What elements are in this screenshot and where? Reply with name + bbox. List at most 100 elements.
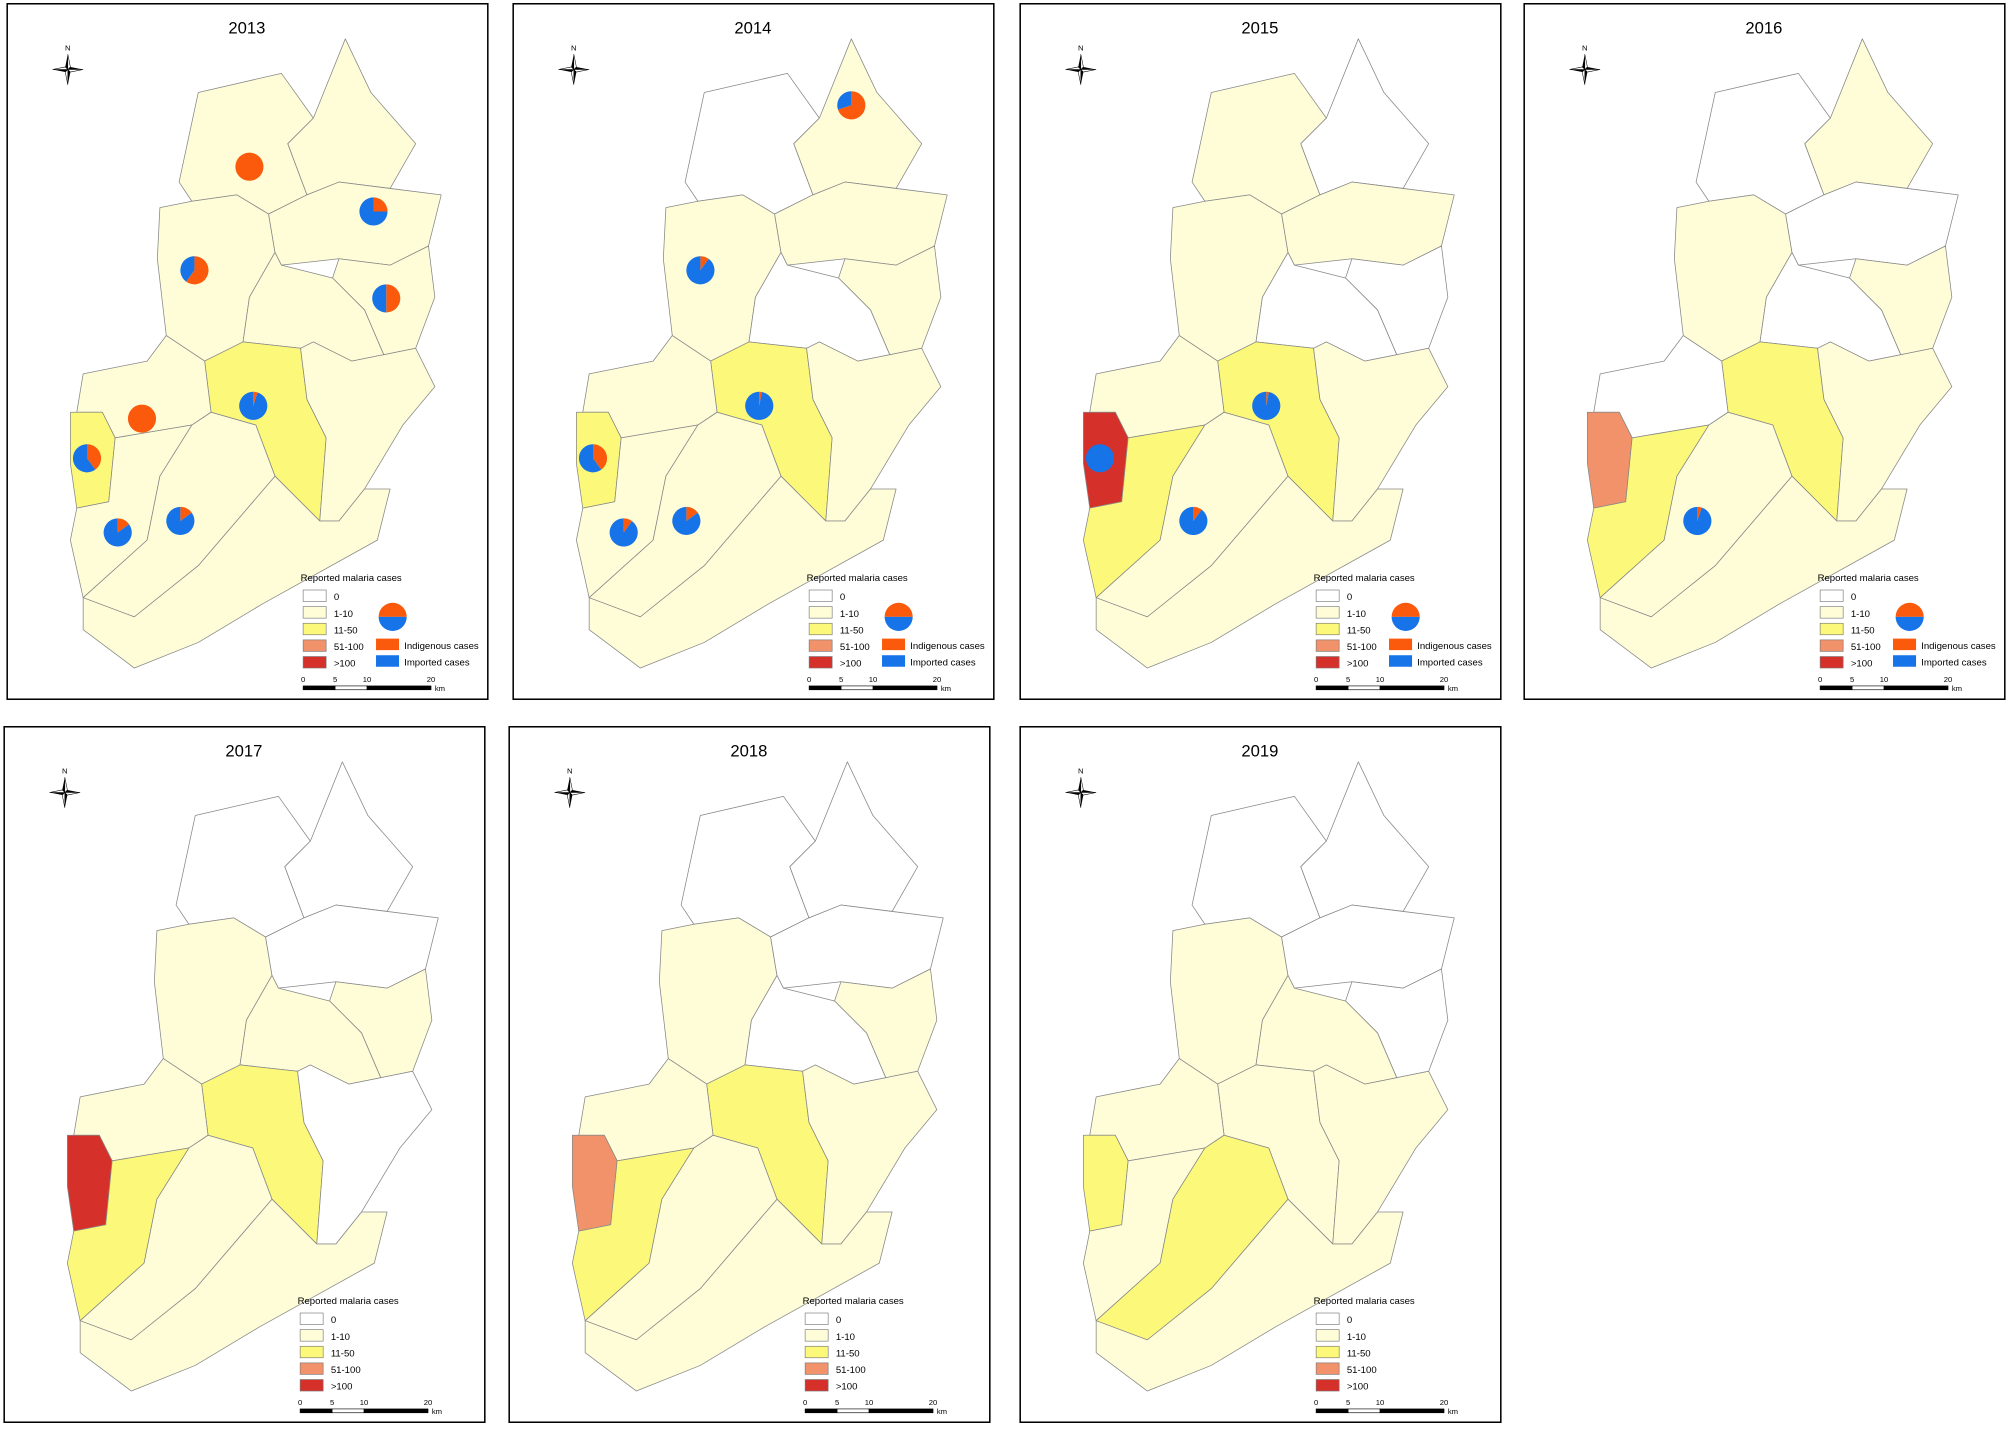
- pie-imported: [72, 444, 96, 473]
- legend-swatch: [299, 1379, 324, 1392]
- legend-swatch: [302, 606, 327, 619]
- legend-pie-label: Imported cases: [404, 657, 470, 668]
- township: [1082, 1134, 1129, 1232]
- legend-pie-top: [1391, 602, 1420, 617]
- map-panel: 2017 N Reported malaria cases 0 1-10 11-50 51-…: [3, 726, 486, 1423]
- north-arrow: N: [49, 766, 81, 808]
- township: [1313, 1064, 1449, 1245]
- pie: [837, 91, 866, 120]
- scale-label: 5: [839, 675, 843, 684]
- scale-label: 0: [1818, 675, 1822, 684]
- map-panel: 2018 N Reported malaria cases 0 1-10 11-50 51-…: [508, 726, 991, 1423]
- panel-title: 2016: [1745, 19, 1782, 38]
- scale-label: 10: [1376, 675, 1385, 684]
- map: 2015 N Reported malaria cases 0 1-10 11-50 51-…: [1019, 3, 1502, 700]
- legend-swatch: [804, 1312, 829, 1325]
- scale-label: 20: [1944, 675, 1953, 684]
- legend-pie-swatch: [1389, 655, 1413, 667]
- legend-title: Reported malaria cases: [1818, 573, 1919, 584]
- map: 2018 N Reported malaria cases 0 1-10 11-50 51-…: [508, 726, 991, 1423]
- legend-label: >100: [334, 659, 356, 670]
- north-label: N: [1078, 43, 1084, 52]
- legend-label: 51-100: [1347, 642, 1377, 653]
- pie-imported: [578, 444, 602, 473]
- township: [297, 1064, 433, 1245]
- pie-indigenous: [180, 506, 192, 521]
- pie-imported: [103, 518, 132, 547]
- legend-pie: [378, 602, 407, 631]
- scale-segment: [804, 1408, 838, 1414]
- pie-imported: [180, 256, 195, 282]
- legend-pie-bottom: [884, 616, 913, 631]
- legend-label: >100: [1851, 659, 1873, 670]
- pie-imported: [1179, 506, 1208, 536]
- legend-pie-swatch: [1389, 638, 1413, 651]
- scale-segment: [1379, 1408, 1445, 1414]
- legend-swatch: [808, 622, 833, 636]
- scale-unit: km: [1952, 684, 1962, 693]
- scale-segment: [836, 1408, 870, 1414]
- legend-swatch: [299, 1362, 324, 1375]
- legend-pie-swatch: [1893, 638, 1917, 651]
- pie-indigenous: [386, 284, 401, 313]
- legend-label: 51-100: [836, 1365, 866, 1376]
- legend-label: 1-10: [836, 1332, 855, 1343]
- scale-label: 10: [1376, 1398, 1385, 1407]
- legend-label: 0: [840, 592, 845, 603]
- township: [1095, 475, 1404, 669]
- legend-swatch: [299, 1312, 324, 1325]
- legend-swatch: [1315, 656, 1340, 669]
- scale-label: 20: [424, 1398, 433, 1407]
- pie-indigenous: [186, 256, 209, 285]
- pie-indigenous: [373, 197, 388, 212]
- scale-label: 0: [1314, 675, 1318, 684]
- scale-label: 5: [330, 1398, 334, 1407]
- legend-label: 0: [1851, 592, 1856, 603]
- legend-pie-label: Imported cases: [1921, 657, 1987, 668]
- legend-label: 1-10: [1851, 609, 1870, 620]
- north-arrow-light: [1065, 54, 1097, 85]
- scale-segment: [366, 685, 432, 691]
- legend-pie-label: Imported cases: [1417, 657, 1483, 668]
- legend-swatch: [804, 1345, 829, 1359]
- pie-indigenous: [1266, 391, 1269, 406]
- legend-pie-swatch: [376, 655, 400, 667]
- township: [1095, 1198, 1404, 1392]
- scale-label: 10: [360, 1398, 369, 1407]
- north-arrow: N: [554, 766, 586, 808]
- legend-swatch: [808, 606, 833, 619]
- legend-swatch: [1819, 606, 1844, 619]
- map-panel: 2019 N Reported malaria cases 0 1-10 11-50 51-…: [1019, 726, 1502, 1423]
- legend-swatch: [1315, 1362, 1340, 1375]
- pie: [127, 404, 157, 433]
- pie: [239, 391, 268, 420]
- north-label: N: [62, 766, 68, 775]
- north-arrow: N: [52, 43, 84, 85]
- legend-label: >100: [836, 1382, 858, 1393]
- pie-indigenous: [759, 391, 762, 406]
- legend-title: Reported malaria cases: [807, 573, 908, 584]
- map-panel: 2015 N Reported malaria cases 0 1-10 11-50 51-…: [1019, 3, 1502, 700]
- legend-label: 51-100: [1347, 1365, 1377, 1376]
- legend-pie-swatch: [882, 638, 906, 651]
- pie: [1252, 391, 1281, 420]
- pie-imported: [609, 518, 638, 547]
- legend-pie-label: Indigenous cases: [1921, 641, 1996, 652]
- scale-label: 5: [1346, 675, 1350, 684]
- north-arrow: N: [1569, 43, 1601, 85]
- legend-label: 11-50: [1851, 625, 1875, 636]
- legend-pie: [1391, 602, 1420, 631]
- pie-imported: [686, 256, 715, 285]
- pie-indigenous: [1193, 506, 1202, 521]
- legend-label: 1-10: [334, 609, 353, 620]
- map-panel: 2014 N Reported malaria cases 0 1-10 11-50 51-…: [512, 3, 995, 700]
- pie-imported: [359, 197, 388, 226]
- pie: [235, 152, 264, 181]
- pie-indigenous: [235, 152, 264, 181]
- scale-segment: [363, 1408, 429, 1414]
- north-arrow-light: [49, 777, 81, 808]
- scale-label: 20: [929, 1398, 938, 1407]
- scale-label: 0: [301, 675, 305, 684]
- township: [1586, 411, 1633, 509]
- map-panel: 2016 N Reported malaria cases 0 1-10 11-50 51-…: [1523, 3, 2006, 700]
